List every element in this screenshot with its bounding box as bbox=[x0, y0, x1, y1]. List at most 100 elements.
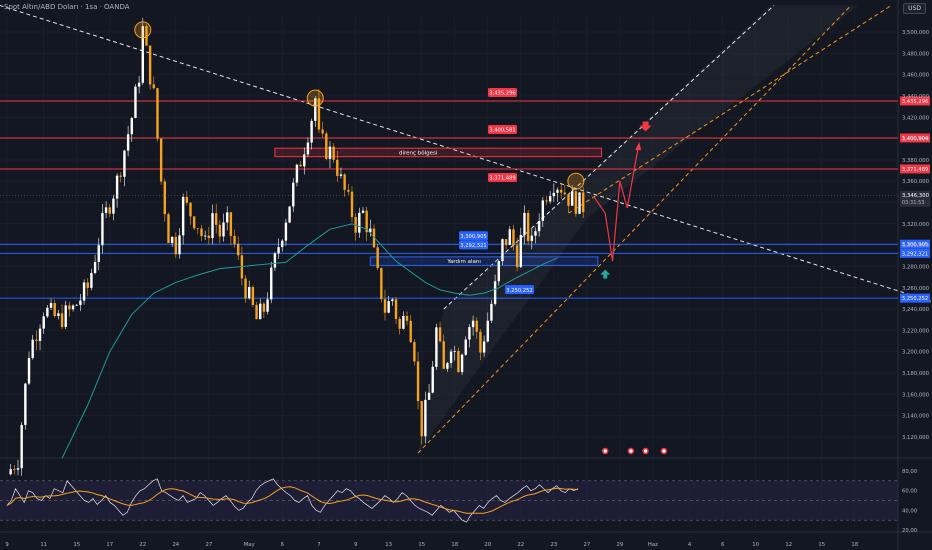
candle-body bbox=[387, 301, 390, 313]
candle-body bbox=[504, 239, 508, 245]
price-tick-label: 3,320,000 bbox=[902, 222, 930, 228]
candle-body bbox=[244, 278, 247, 299]
candle-body bbox=[233, 235, 236, 244]
time-tick-label: 27 bbox=[583, 542, 590, 548]
candle-body bbox=[512, 229, 515, 246]
price-tick-label: 3,440,000 bbox=[902, 94, 930, 100]
price-tick-label: 3,120,000 bbox=[902, 435, 930, 441]
candle-body bbox=[145, 26, 148, 46]
time-tick-label: 15 bbox=[818, 542, 825, 548]
candle-body bbox=[93, 261, 97, 273]
candle-body bbox=[214, 213, 218, 225]
candle-body bbox=[178, 235, 181, 255]
candle-body bbox=[46, 307, 49, 317]
candle-body bbox=[559, 189, 563, 193]
candle-body bbox=[343, 174, 346, 190]
axis-level-label: 3,371,489 bbox=[902, 167, 928, 173]
candle-body bbox=[123, 150, 126, 177]
candle-body bbox=[365, 210, 368, 233]
level-label: 3,435,296 bbox=[489, 91, 515, 97]
candle-body bbox=[486, 320, 489, 342]
candle-body bbox=[9, 469, 12, 475]
candle-body bbox=[449, 351, 453, 364]
candle-body bbox=[270, 267, 273, 300]
level-label: 3,250,252 bbox=[506, 288, 532, 294]
candle-body bbox=[262, 303, 266, 312]
axis-level-box bbox=[900, 96, 930, 106]
time-tick-label: 4 bbox=[688, 542, 692, 548]
candle-body bbox=[218, 224, 222, 237]
candle-body bbox=[255, 304, 258, 320]
candle-body bbox=[552, 192, 556, 197]
candle-body bbox=[207, 235, 211, 239]
candle-body bbox=[57, 313, 60, 316]
projection-path bbox=[593, 146, 639, 262]
candle-body bbox=[64, 305, 67, 327]
candle-body bbox=[156, 88, 159, 139]
candle-body bbox=[259, 303, 262, 320]
price-tick-label: 3,140,000 bbox=[902, 414, 930, 420]
time-tick-label: 6 bbox=[281, 542, 285, 548]
level-label-box bbox=[488, 87, 517, 97]
candle-body bbox=[112, 198, 115, 214]
symbol-title: Spot Altın/ABD Doları · 1sa · OANDA bbox=[4, 3, 130, 11]
time-tick-label: 12 bbox=[785, 542, 792, 548]
candle-body bbox=[435, 327, 438, 367]
candle-body bbox=[453, 350, 456, 352]
candle-body bbox=[460, 354, 464, 373]
candle-body bbox=[325, 133, 328, 159]
candle-body bbox=[115, 175, 119, 199]
time-tick-label: Haz bbox=[648, 542, 658, 548]
candle-body bbox=[119, 175, 122, 177]
candle-body bbox=[391, 299, 394, 302]
candle-body bbox=[570, 191, 574, 206]
candle-body bbox=[20, 424, 23, 469]
candle-body bbox=[526, 212, 530, 241]
candle-body bbox=[159, 138, 163, 182]
zone-box bbox=[369, 256, 599, 266]
candle-body bbox=[376, 247, 379, 269]
candle-body bbox=[578, 192, 581, 214]
time-tick-label: 23 bbox=[550, 542, 557, 548]
candle-body bbox=[163, 181, 167, 215]
current-price-label: 3,346,300 bbox=[902, 193, 930, 199]
candle-body bbox=[196, 228, 200, 230]
candle-body bbox=[185, 196, 189, 203]
candle-body bbox=[548, 196, 552, 202]
candle-body bbox=[226, 212, 229, 223]
candle-body bbox=[493, 281, 497, 304]
candle-body bbox=[402, 315, 405, 329]
down-arrow-icon bbox=[639, 121, 652, 132]
price-tick-label: 3,480,000 bbox=[902, 51, 930, 57]
candle-body bbox=[181, 196, 185, 236]
price-tick-label: 3,500,000 bbox=[902, 30, 930, 36]
time-tick-label: 27 bbox=[205, 542, 212, 548]
zone-label: direnç bölgesi bbox=[399, 150, 438, 156]
candle-body bbox=[310, 120, 313, 143]
candle-body bbox=[299, 164, 302, 167]
candle-body bbox=[86, 282, 89, 288]
time-tick-label: 24 bbox=[172, 542, 179, 548]
candle-body bbox=[523, 212, 526, 236]
candle-body bbox=[475, 320, 478, 332]
candle-body bbox=[42, 316, 45, 329]
candle-body bbox=[35, 339, 38, 341]
candle-body bbox=[314, 98, 317, 121]
candle-body bbox=[537, 220, 541, 232]
time-tick-label: May bbox=[244, 542, 255, 548]
rsi-tick-label: 60,00 bbox=[902, 489, 918, 495]
economic-event-icon bbox=[603, 449, 607, 453]
candle-body bbox=[292, 182, 295, 207]
axis-level-box bbox=[900, 133, 930, 143]
candle-body bbox=[24, 383, 27, 425]
time-tick-label: 13 bbox=[385, 542, 392, 548]
candle-body bbox=[339, 174, 343, 176]
candle-body bbox=[541, 200, 545, 221]
candle-body bbox=[152, 84, 155, 89]
candle-body bbox=[567, 194, 570, 206]
currency-badge[interactable]: USD bbox=[903, 3, 926, 14]
axis-level-label: 3,435,296 bbox=[902, 99, 928, 105]
level-label: 3,292,321 bbox=[460, 243, 486, 249]
